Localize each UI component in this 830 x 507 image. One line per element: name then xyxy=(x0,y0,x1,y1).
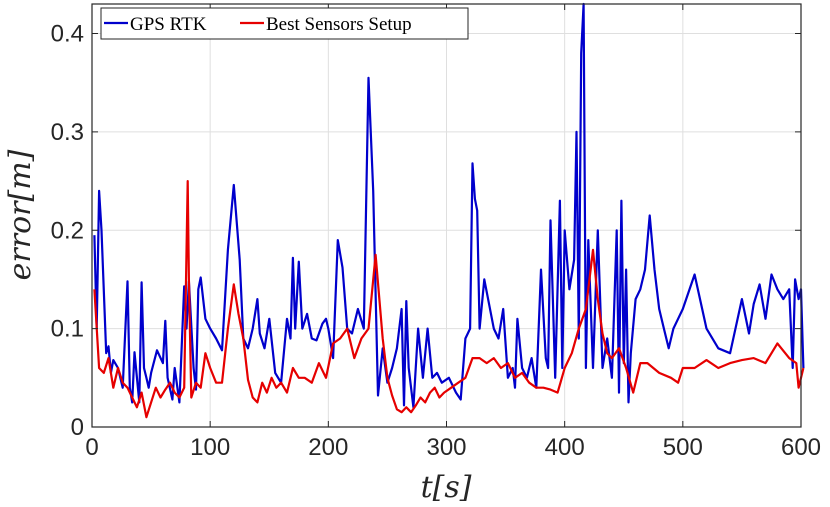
legend-label-gps-rtk: GPS RTK xyxy=(130,14,207,35)
x-tick-label-6: 600 xyxy=(781,434,821,461)
x-axis-ticks: 0 100 200 300 400 500 600 xyxy=(85,4,821,461)
x-tick-label-3: 300 xyxy=(426,434,466,461)
x-tick-label-4: 400 xyxy=(545,434,585,461)
x-tick-label-2: 200 xyxy=(308,434,348,461)
legend-label-best-sensors-setup: Best Sensors Setup xyxy=(266,14,412,35)
y-tick-label-0: 0 xyxy=(71,414,84,441)
y-axis-ticks: 0 0.1 0.2 0.3 0.4 xyxy=(51,21,801,441)
y-tick-label-3: 0.3 xyxy=(51,119,84,146)
legend-box xyxy=(100,7,469,40)
y-tick-label-1: 0.1 xyxy=(51,316,84,343)
x-tick-label-0: 0 xyxy=(85,434,98,461)
x-axis-label: t[s] xyxy=(421,470,472,505)
series-line-best-sensors-setup xyxy=(93,180,805,419)
series-layer xyxy=(93,2,805,419)
x-tick-label-1: 100 xyxy=(190,434,230,461)
y-tick-label-2: 0.2 xyxy=(51,217,84,244)
y-tick-label-4: 0.4 xyxy=(51,21,84,48)
x-tick-label-5: 500 xyxy=(663,434,703,461)
series-line-gps-rtk xyxy=(93,2,805,409)
y-axis-label: error[m] xyxy=(3,149,38,280)
legend: GPS RTK Best Sensors Setup xyxy=(100,7,469,40)
grid-lines xyxy=(92,4,801,427)
